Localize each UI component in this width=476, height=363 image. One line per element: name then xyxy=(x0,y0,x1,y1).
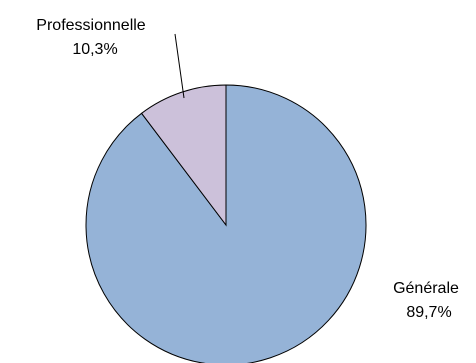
leader-line-professionnelle xyxy=(174,33,185,99)
pie-slices xyxy=(85,84,367,363)
slice-value-generale: 89,7% xyxy=(406,304,451,321)
slice-label-professionnelle: Professionnelle xyxy=(36,17,146,34)
pie-slice-professionnelle xyxy=(140,84,227,227)
pie-slice-generale xyxy=(85,84,367,363)
slice-label-generale: Générale xyxy=(393,280,459,297)
slice-value-professionnelle: 10,3% xyxy=(72,41,117,58)
